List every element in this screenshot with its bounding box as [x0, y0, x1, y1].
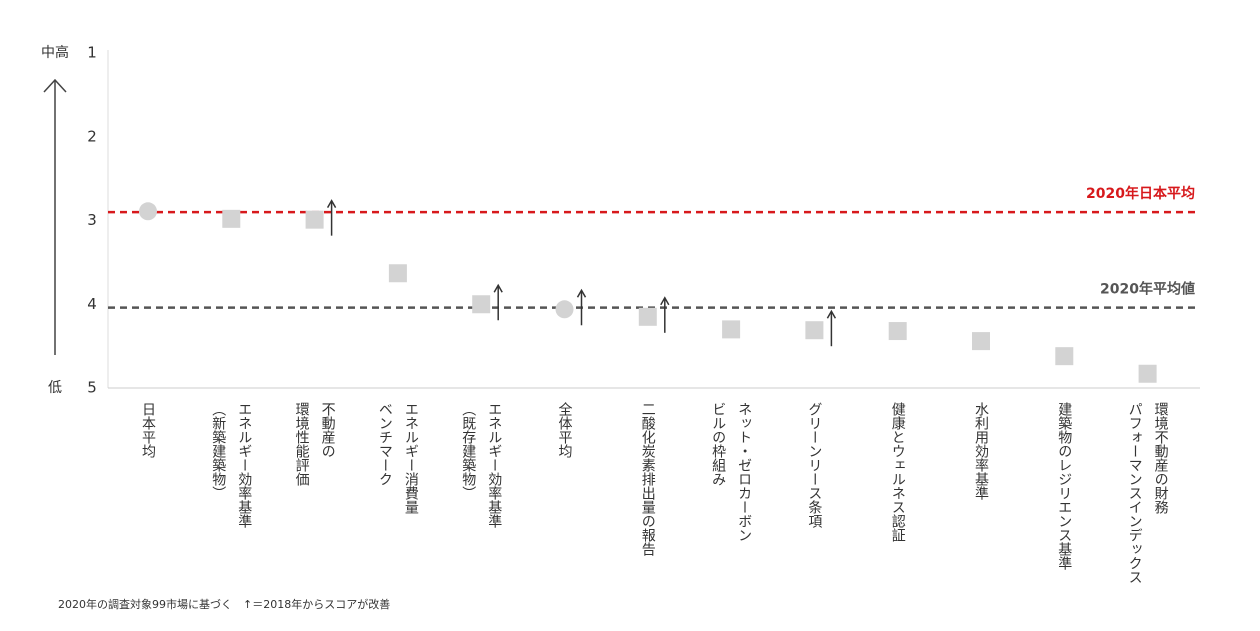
reference-label: 2020年日本平均 — [1086, 185, 1195, 202]
improvement-arrow-head — [493, 283, 503, 293]
y-tick-label: 5 — [87, 379, 97, 397]
marker — [388, 264, 407, 283]
marker — [638, 307, 657, 326]
x-tick-label-line: エネルギー効率基準 — [486, 402, 503, 528]
x-tick-label-line: パフォーマンスインデックス — [1126, 402, 1143, 584]
x-tick-label: 水利用効率基準 — [968, 402, 994, 500]
x-tick-label-line: グリーンリース条項 — [806, 402, 823, 528]
improvement-arrow-head — [576, 288, 587, 298]
y-tick-label: 2 — [87, 127, 97, 145]
x-tick-label-line: 水利用効率基準 — [973, 402, 989, 500]
x-tick-label-line: ベンチマーク — [376, 402, 393, 486]
marker — [972, 332, 990, 351]
x-tick-label: 環境不動産の財務 パフォーマンスインデックス — [1122, 402, 1174, 584]
top-label: 中高 — [41, 44, 69, 61]
x-tick-label-line: 環境不動産の財務 — [1152, 402, 1169, 514]
x-tick-label-line: ネット・ゼロカーボン — [736, 402, 753, 542]
bottom-label: 低 — [48, 380, 62, 396]
x-tick-label: 建築物のレジリエンス基準 — [1051, 402, 1077, 570]
improvement-arrow-head — [826, 309, 837, 319]
x-tick-label-line: 全体平均 — [556, 402, 573, 458]
x-tick-label-line: 健康とウェルネス認証 — [889, 402, 906, 542]
x-tick-label: 不動産の 環境性能評価 — [289, 402, 341, 486]
marker — [472, 295, 491, 314]
x-tick-label: 健康とウェルネス認証 — [885, 402, 911, 542]
marker — [1055, 347, 1074, 366]
x-tick-label: 日本平均 — [135, 402, 161, 458]
x-tick-label: エネルギー消費量 ベンチマーク — [372, 402, 424, 514]
marker — [222, 209, 241, 228]
x-tick-label-line: ビルの枠組み — [710, 402, 727, 486]
marker — [888, 322, 907, 341]
y-tick-label: 4 — [87, 295, 97, 313]
improvement-arrow-head — [326, 199, 337, 209]
y-tick-label: 1 — [87, 44, 97, 62]
reference-label: 2020年平均値 — [1100, 281, 1195, 298]
x-tick-label: ネット・ゼロカーボン ビルの枠組み — [705, 402, 757, 542]
improvement-arrow-head — [660, 296, 670, 306]
marker — [305, 210, 324, 229]
x-tick-label: 全体平均 — [552, 402, 578, 458]
x-tick-label-line: 不動産の — [319, 402, 336, 458]
x-tick-label: 二酸化炭素排出量の報告 — [635, 402, 661, 556]
x-tick-label: グリーンリース条項 — [801, 402, 827, 528]
x-tick-label-line: （既存建築物） — [460, 402, 477, 500]
x-tick-label-line: 環境性能評価 — [293, 402, 310, 486]
marker — [555, 300, 574, 319]
marker — [805, 321, 824, 340]
direction-arrow-head — [43, 78, 67, 93]
x-tick-label-line: 二酸化炭素排出量の報告 — [639, 402, 656, 556]
footnote: 2020年の調査対象99市場に基づく ↑＝2018年からスコアが改善 — [58, 598, 391, 611]
x-tick-label: エネルギー効率基準 （既存建築物） — [455, 402, 507, 528]
x-tick-label-line: （新築建築物） — [210, 402, 227, 500]
x-tick-label-line: 日本平均 — [140, 402, 156, 458]
x-tick-label-line: エネルギー消費量 — [402, 402, 419, 514]
x-tick-label: エネルギー効率基準 （新築建築物） — [205, 402, 257, 528]
marker — [1138, 364, 1157, 383]
y-tick-label: 3 — [87, 211, 97, 229]
marker — [139, 202, 157, 221]
x-tick-label-line: エネルギー効率基準 — [236, 402, 253, 528]
marker — [722, 320, 741, 339]
x-tick-label-line: 建築物のレジリエンス基準 — [1056, 402, 1073, 570]
